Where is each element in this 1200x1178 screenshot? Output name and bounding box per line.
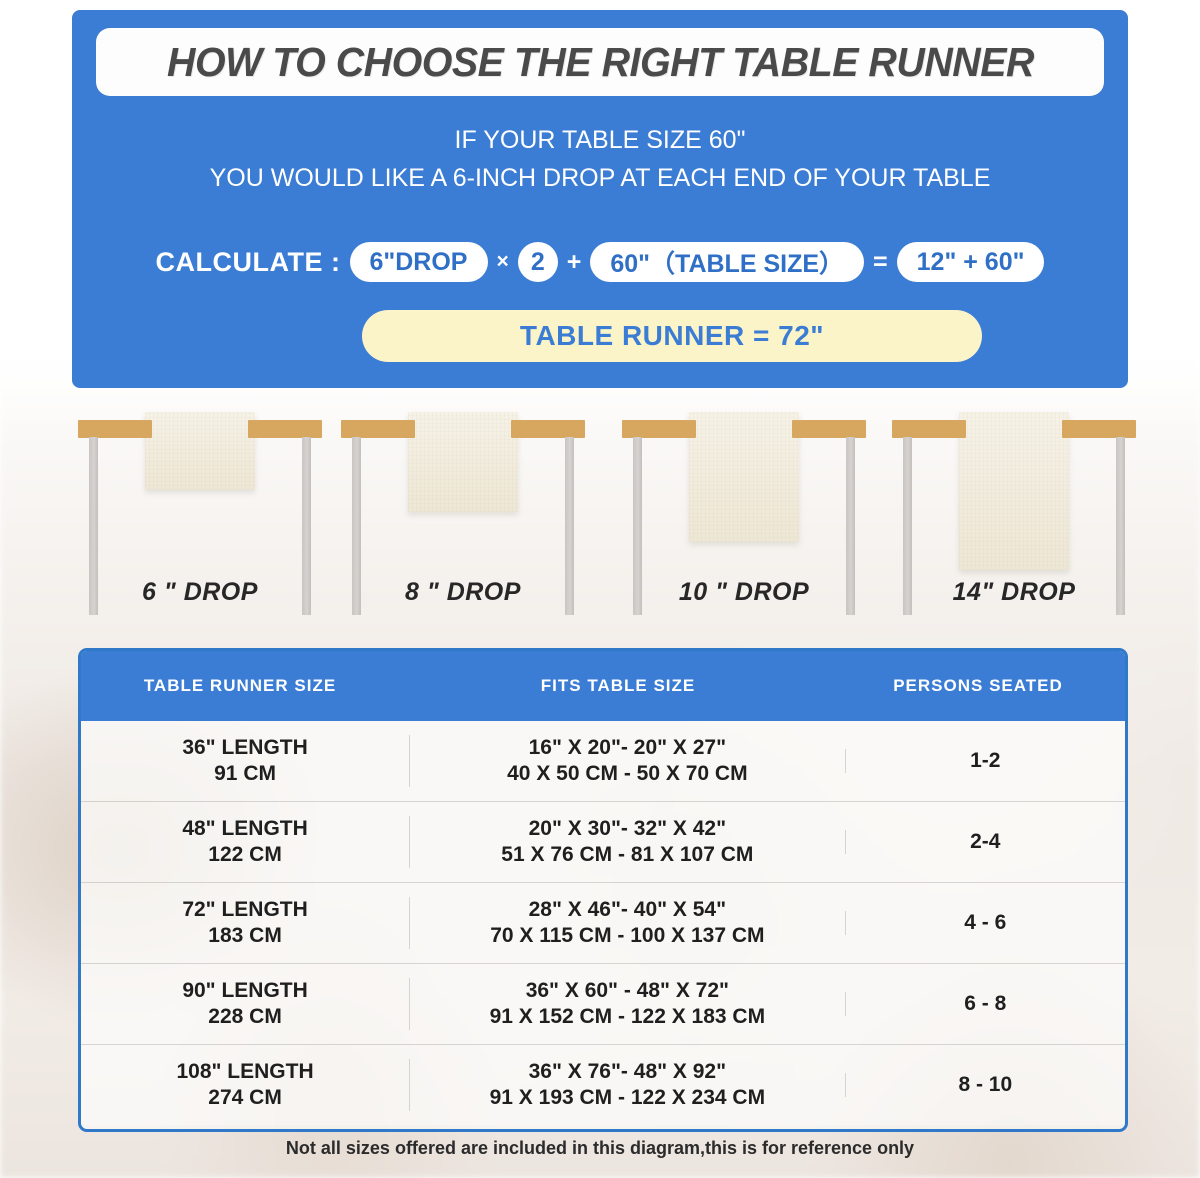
result-banner: TABLE RUNNER = 72" [362,310,982,362]
table-header-row: TABLE RUNNER SIZE FITS TABLE SIZE PERSON… [81,651,1125,721]
table-leg-left [633,437,642,615]
tabletop-right [511,420,585,438]
persons-seated-value: 8 - 10 [958,1073,1013,1096]
cell-fits-table-size: 36" X 60" - 48" X 72" 91 X 152 CM - 122 … [409,977,844,1031]
persons-seated-value: 1-2 [970,749,1001,772]
table-row: 48" LENGTH 122 CM 20" X 30"- 32" X 42" 5… [81,802,1125,883]
table-row: 36" LENGTH 91 CM 16" X 20"- 20" X 27" 40… [81,721,1125,802]
runner-cloth [408,412,518,512]
cell-runner-size: 108" LENGTH 274 CM [81,1059,409,1112]
fits-cm: 91 X 152 CM - 122 X 183 CM [489,1005,766,1028]
table-leg-right [846,437,855,615]
tabletop-right [1062,420,1136,438]
fits-inches: 20" X 30"- 32" X 42" [528,816,727,840]
runner-size-inches: 108" LENGTH [176,1059,314,1083]
hero-panel: HOW TO CHOOSE THE RIGHT TABLE RUNNER IF … [72,10,1128,388]
title-box: HOW TO CHOOSE THE RIGHT TABLE RUNNER [96,28,1104,96]
cell-fits-table-size: 16" X 20"- 20" X 27" 40 X 50 CM - 50 X 7… [409,734,844,788]
fits-inches: 36" X 60" - 48" X 72" [525,978,729,1002]
plus-symbol: + [566,247,582,276]
drop-label: 14" DROP [952,578,1076,606]
multiply-symbol: × [496,250,509,273]
cell-runner-size: 48" LENGTH 122 CM [81,816,409,869]
cell-runner-size: 36" LENGTH 91 CM [81,735,409,788]
fits-inches: 36" X 76"- 48" X 92" [528,1059,727,1083]
cell-runner-size: 72" LENGTH 183 CM [81,897,409,950]
table-row: 72" LENGTH 183 CM 28" X 46"- 40" X 54" 7… [81,883,1125,964]
runner-size-inches: 36" LENGTH [182,735,308,759]
cell-persons-seated: 8 - 10 [844,1073,1125,1097]
persons-seated-value: 4 - 6 [964,911,1007,934]
runner-size-inches: 72" LENGTH [182,897,308,921]
multiplier-pill: 2 [517,242,558,282]
runner-cloth [959,412,1069,570]
equals-symbol: = [873,247,888,276]
tabletop-left [892,420,966,438]
table-leg-right [565,437,574,615]
table-leg-left [352,437,361,615]
drop-label: 6 " DROP [142,578,258,606]
table-size-pill: 60"（TABLE SIZE） [590,242,865,282]
fits-cm: 70 X 115 CM - 100 X 137 CM [490,924,765,947]
sum-pill: 12" + 60" [896,242,1045,282]
cell-persons-seated: 2-4 [844,830,1125,854]
runner-size-cm: 122 CM [208,843,282,866]
subtitle-line-2: YOU WOULD LIKE A 6-INCH DROP AT EACH END… [209,164,991,192]
drop-illustration-6in: 6 " DROP [72,412,328,620]
runner-cloth [145,412,255,490]
drop-illustration-8in: 8 " DROP [335,412,591,620]
drop-value-pill: 6"DROP [349,242,488,282]
runner-size-cm: 183 CM [208,924,282,947]
runner-size-cm: 91 CM [214,762,276,785]
size-table: TABLE RUNNER SIZE FITS TABLE SIZE PERSON… [78,648,1128,1132]
cell-persons-seated: 4 - 6 [844,911,1125,935]
fits-cm: 51 X 76 CM - 81 X 107 CM [501,843,754,866]
table-leg-left [89,437,98,615]
table-body: 36" LENGTH 91 CM 16" X 20"- 20" X 27" 40… [81,721,1125,1125]
fits-cm: 91 X 193 CM - 122 X 234 CM [489,1086,766,1109]
tabletop-left [78,420,152,438]
runner-cloth [689,412,799,542]
result-text: TABLE RUNNER = 72" [519,320,825,351]
runner-size-inches: 48" LENGTH [182,816,308,840]
drop-label: 8 " DROP [405,578,521,606]
tabletop-right [792,420,866,438]
tabletop-left [622,420,696,438]
persons-seated-value: 2-4 [970,830,1001,853]
tabletop-left [341,420,415,438]
table-leg-left [903,437,912,615]
table-leg-right [1116,437,1125,615]
column-header-persons-seated: PERSONS SEATED [893,676,1063,695]
tabletop-right [248,420,322,438]
subtitle-line-1: IF YOUR TABLE SIZE 60" [454,126,746,154]
fits-inches: 16" X 20"- 20" X 27" [528,735,727,759]
drop-illustration-14in: 14" DROP [886,412,1142,620]
drop-illustrations: 6 " DROP 8 " DROP 10 " DROP 14" DROP [0,412,1200,630]
page-title: HOW TO CHOOSE THE RIGHT TABLE RUNNER [166,38,1034,85]
column-header-fits-table-size: FITS TABLE SIZE [540,676,696,695]
calculation-row: CALCULATE : 6"DROP × 2 + 60"（TABLE SIZE）… [72,242,1128,282]
table-leg-right [302,437,311,615]
runner-size-cm: 228 CM [208,1005,282,1028]
footnote: Not all sizes offered are included in th… [285,1138,915,1158]
runner-size-cm: 274 CM [208,1086,282,1109]
drop-label: 10 " DROP [678,578,810,606]
column-header-runner-size: TABLE RUNNER SIZE [143,676,337,695]
calculate-label: CALCULATE : [155,246,341,277]
cell-runner-size: 90" LENGTH 228 CM [81,978,409,1031]
cell-fits-table-size: 20" X 30"- 32" X 42" 51 X 76 CM - 81 X 1… [409,815,844,869]
table-row: 90" LENGTH 228 CM 36" X 60" - 48" X 72" … [81,964,1125,1045]
cell-fits-table-size: 28" X 46"- 40" X 54" 70 X 115 CM - 100 X… [409,896,844,950]
fits-cm: 40 X 50 CM - 50 X 70 CM [507,762,748,785]
cell-fits-table-size: 36" X 76"- 48" X 92" 91 X 193 CM - 122 X… [409,1058,844,1112]
fits-inches: 28" X 46"- 40" X 54" [528,897,727,921]
runner-size-inches: 90" LENGTH [182,978,308,1002]
cell-persons-seated: 1-2 [844,749,1125,773]
persons-seated-value: 6 - 8 [964,992,1007,1015]
drop-illustration-10in: 10 " DROP [616,412,872,620]
cell-persons-seated: 6 - 8 [844,992,1125,1016]
table-row: 108" LENGTH 274 CM 36" X 76"- 48" X 92" … [81,1045,1125,1125]
